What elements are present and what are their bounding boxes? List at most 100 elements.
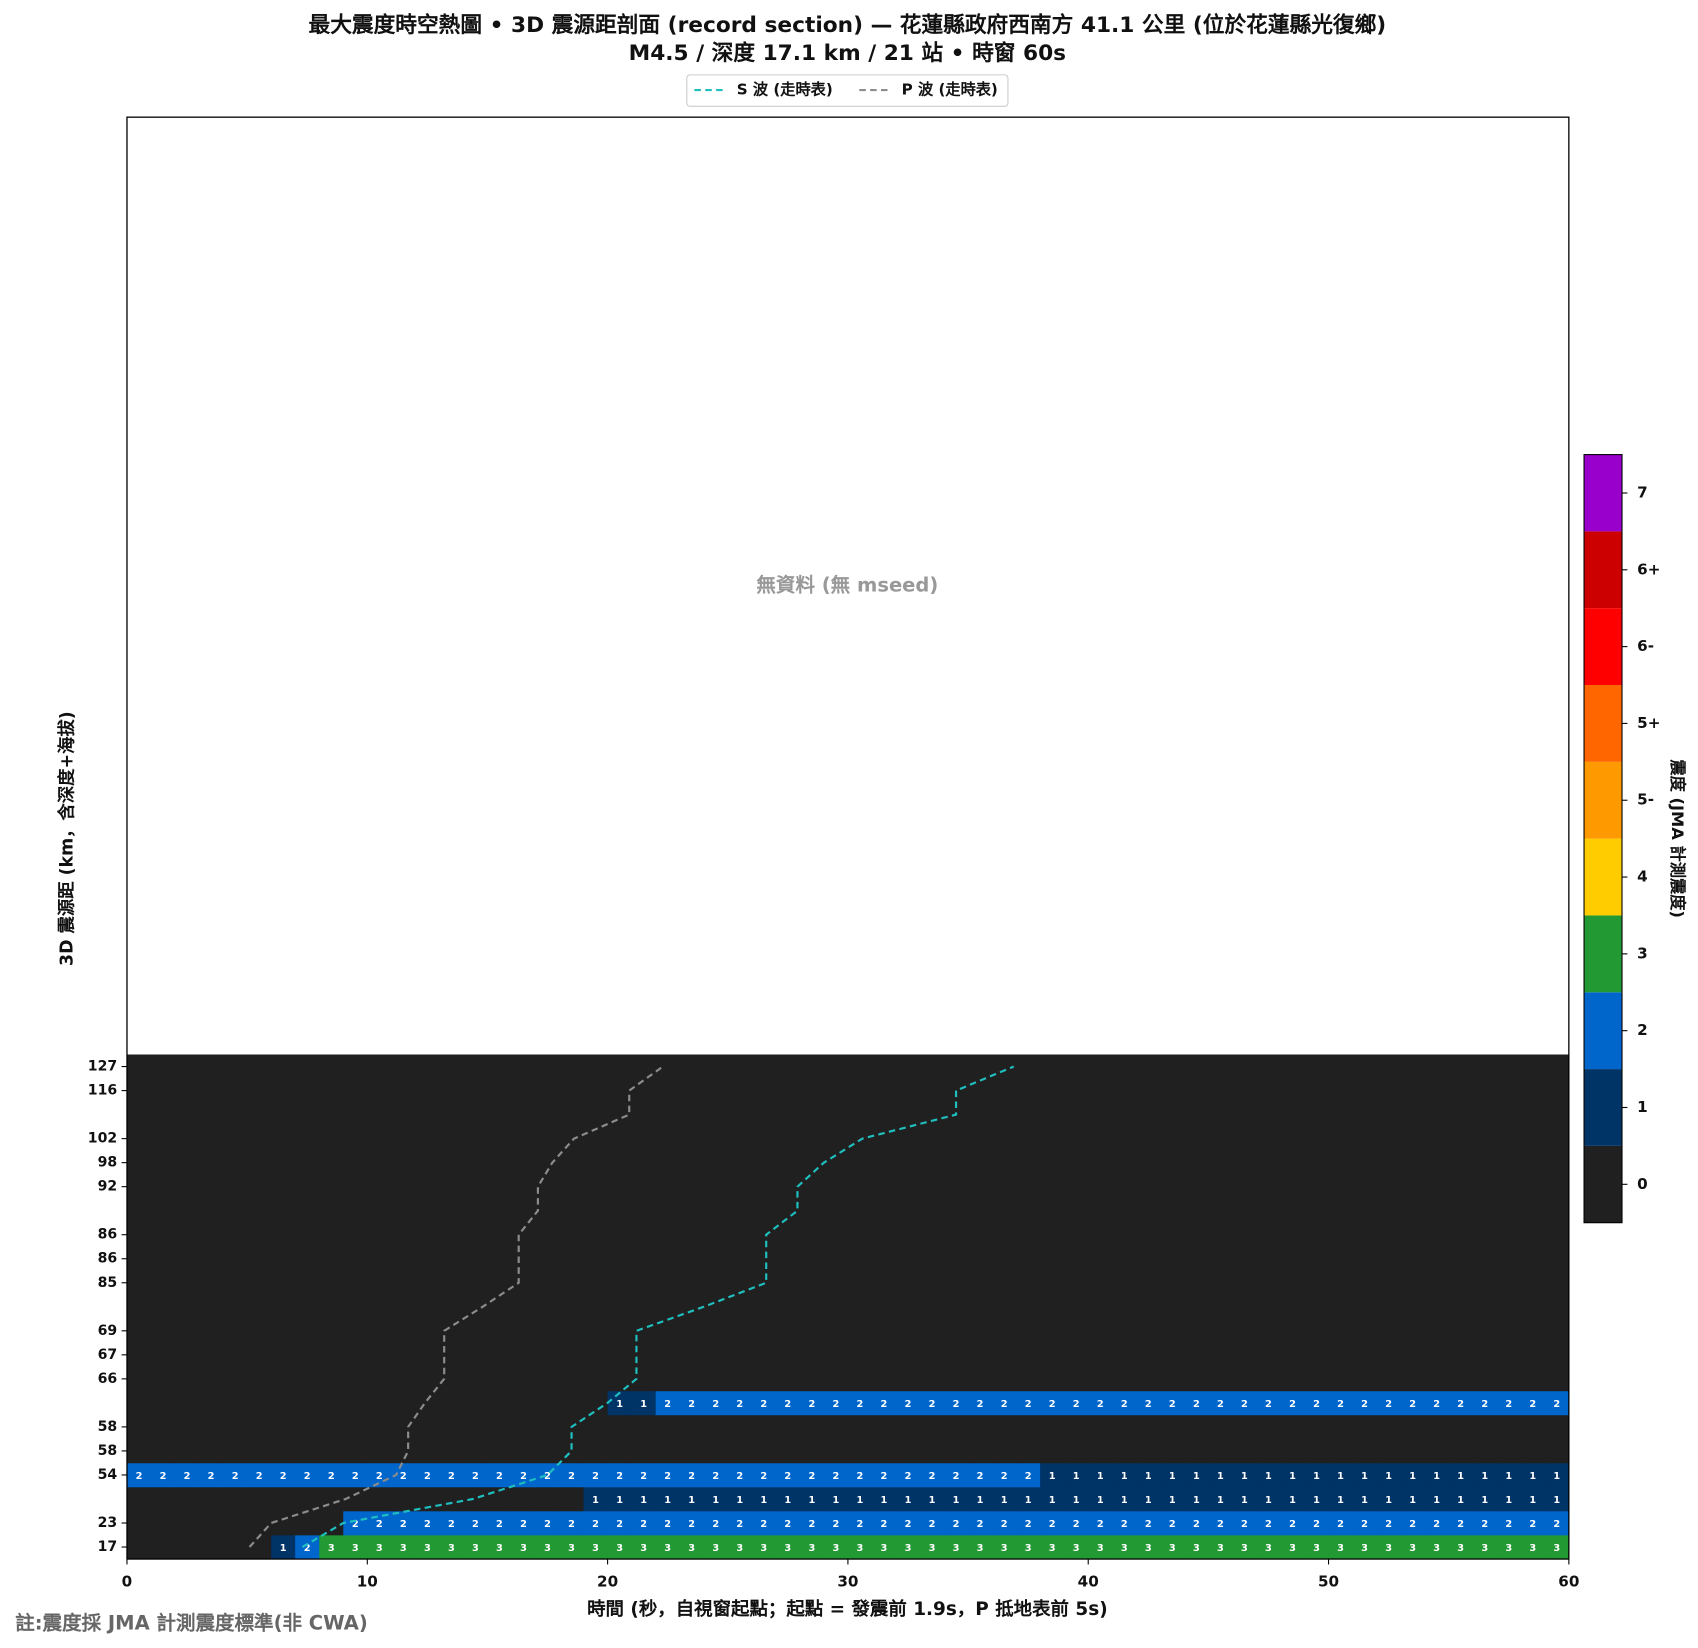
heatmap-cell — [847, 1318, 873, 1344]
heatmap-cell — [319, 1102, 344, 1127]
heatmap-cell — [247, 1246, 272, 1272]
heatmap-cell — [871, 1486, 897, 1512]
heatmap-cell — [1352, 1078, 1377, 1103]
cell-label: 2 — [1361, 1519, 1368, 1530]
cell-label: 2 — [905, 1519, 912, 1530]
heatmap-cell — [1400, 1535, 1425, 1560]
heatmap-cell — [1280, 1366, 1305, 1392]
cell-label: 3 — [1505, 1543, 1512, 1554]
heatmap-cell — [199, 1390, 224, 1416]
heatmap-cell — [1016, 1198, 1041, 1224]
heatmap-cell — [1160, 1342, 1185, 1368]
heatmap-cell — [847, 1174, 873, 1200]
heatmap-cell — [1352, 1246, 1377, 1272]
cell-label: 2 — [1529, 1399, 1536, 1410]
heatmap-cell — [343, 1270, 368, 1296]
heatmap-cell — [871, 1438, 897, 1464]
cell-label: 2 — [1193, 1399, 1200, 1410]
heatmap-cell — [391, 1318, 416, 1344]
heatmap-cell — [727, 1342, 753, 1368]
heatmap-cell — [1232, 1174, 1257, 1200]
heatmap-cell — [1424, 1366, 1450, 1392]
heatmap-cell — [1400, 1174, 1425, 1200]
heatmap-cell — [463, 1078, 488, 1103]
colorbar-tick-label: 2 — [1637, 1021, 1648, 1039]
heatmap-cell — [343, 1054, 368, 1079]
heatmap-cell — [1136, 1342, 1161, 1368]
heatmap-cell — [1232, 1270, 1257, 1296]
cell-label: 2 — [1025, 1471, 1032, 1482]
cell-label: 1 — [1265, 1495, 1272, 1506]
cell-label: 2 — [1265, 1399, 1272, 1410]
heatmap-cell — [1160, 1390, 1185, 1416]
heatmap-cell — [439, 1414, 464, 1440]
heatmap-cell — [968, 1294, 993, 1320]
heatmap-cell — [199, 1246, 224, 1272]
heatmap-cell — [799, 1198, 825, 1224]
heatmap-cell — [631, 1342, 656, 1368]
heatmap-cell — [703, 1294, 729, 1320]
heatmap-cell — [1424, 1390, 1450, 1416]
heatmap-cell — [727, 1294, 753, 1320]
heatmap-cell — [1064, 1510, 1089, 1536]
cell-label: 2 — [376, 1471, 383, 1482]
heatmap-cell — [367, 1438, 392, 1464]
heatmap-cell — [895, 1270, 921, 1296]
heatmap-cell — [126, 1438, 152, 1464]
heatmap-cell — [823, 1102, 849, 1127]
heatmap-cell — [391, 1102, 416, 1127]
heatmap-cell — [175, 1270, 200, 1296]
heatmap-cell — [1040, 1174, 1065, 1200]
heatmap-cell — [175, 1535, 200, 1560]
heatmap-cell — [1496, 1078, 1522, 1103]
heatmap-cell — [463, 1438, 488, 1464]
heatmap-cell — [415, 1535, 440, 1560]
heatmap-cell — [463, 1054, 488, 1079]
heatmap-cell — [247, 1126, 272, 1151]
heatmap-cell — [1064, 1198, 1089, 1224]
cell-label: 1 — [857, 1495, 864, 1506]
heatmap-cell — [1304, 1462, 1329, 1488]
heatmap-cell — [343, 1438, 368, 1464]
heatmap-cell — [1328, 1510, 1353, 1536]
y-tick-label: 98 — [98, 1155, 118, 1171]
heatmap-cell — [679, 1318, 705, 1344]
heatmap-cell — [319, 1174, 344, 1200]
heatmap-cell — [463, 1246, 488, 1272]
heatmap-cell — [1352, 1438, 1377, 1464]
cell-label: 2 — [1409, 1519, 1416, 1530]
y-tick-label: 69 — [98, 1323, 118, 1339]
heatmap-cell — [1208, 1510, 1233, 1536]
heatmap-cell — [126, 1246, 152, 1272]
heatmap-cell — [583, 1462, 608, 1488]
heatmap-cell — [992, 1246, 1017, 1272]
heatmap-cell — [439, 1102, 464, 1127]
heatmap-cell — [992, 1486, 1017, 1512]
heatmap-cell — [151, 1054, 176, 1079]
heatmap-cell — [583, 1390, 608, 1416]
heatmap-cell — [223, 1222, 248, 1248]
heatmap-cell — [992, 1078, 1017, 1103]
heatmap-cell — [920, 1438, 945, 1464]
heatmap-cell — [679, 1390, 705, 1416]
heatmap-cell — [1304, 1150, 1329, 1175]
heatmap-cell — [1400, 1222, 1425, 1248]
heatmap-cell — [1496, 1246, 1522, 1272]
cell-label: 2 — [544, 1519, 551, 1530]
heatmap-cell — [1112, 1318, 1137, 1344]
cell-label: 1 — [1193, 1471, 1200, 1482]
cell-label: 3 — [1265, 1543, 1272, 1554]
cell-label: 2 — [1121, 1519, 1128, 1530]
heatmap-cell — [319, 1486, 344, 1512]
cell-label: 2 — [136, 1471, 143, 1482]
cell-label: 3 — [977, 1543, 984, 1554]
heatmap-cell — [1352, 1294, 1377, 1320]
heatmap-cell — [631, 1150, 656, 1175]
heatmap-cell — [1136, 1222, 1161, 1248]
heatmap-cell — [679, 1270, 705, 1296]
heatmap-cell — [607, 1342, 632, 1368]
heatmap-cell — [1016, 1510, 1041, 1536]
heatmap-cell — [751, 1246, 777, 1272]
heatmap-cell — [968, 1150, 993, 1175]
heatmap-cell — [126, 1222, 152, 1248]
